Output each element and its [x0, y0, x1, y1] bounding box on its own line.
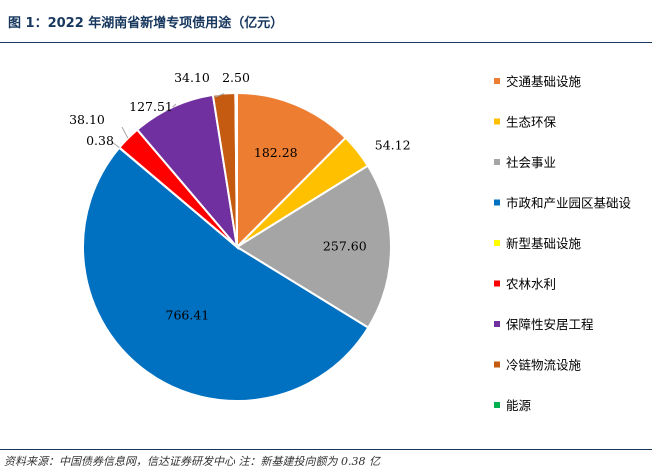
data-label-7: 127.51 [129, 99, 173, 114]
legend-label-5: 新型基础设施 [506, 236, 582, 251]
legend-swatch-5 [494, 240, 500, 246]
legend-swatch-7 [494, 321, 500, 327]
legend-label-3: 社会事业 [506, 155, 556, 170]
legend-label-4: 市政和产业园区基础设 [506, 196, 632, 211]
pie-slice-9 [234, 91, 238, 248]
pie-slice-3 [235, 164, 392, 329]
data-label-3: 257.60 [323, 239, 367, 254]
leader-line-6 [121, 126, 129, 139]
data-label-6: 38.10 [69, 112, 105, 127]
legend-swatch-6 [494, 280, 500, 287]
leader-line-7 [172, 103, 177, 108]
legend-swatch-4 [494, 199, 500, 206]
leader-line-5 [111, 141, 120, 149]
pie-slice-1 [236, 91, 348, 250]
legend-swatch-9 [494, 402, 500, 408]
bottom-divider [0, 449, 652, 450]
legend-swatch-1 [494, 78, 500, 84]
data-label-1: 182.28 [254, 145, 298, 160]
data-label-2: 54.12 [375, 137, 411, 152]
pie-slice-7 [135, 93, 239, 251]
legend-label-8: 冷链物流设施 [506, 358, 582, 373]
data-label-9: 2.50 [222, 70, 250, 85]
legend-label-9: 能源 [506, 398, 532, 413]
legend-swatch-8 [494, 361, 500, 368]
leader-line-8 [214, 93, 225, 98]
data-label-8: 34.10 [174, 70, 210, 85]
legend-swatch-2 [494, 118, 500, 125]
top-divider [0, 42, 652, 43]
legend-label-1: 交通基础设施 [506, 74, 582, 89]
legend-swatch-3 [494, 159, 500, 165]
chart-title: 图 1：2022 年湖南省新增专项债用途（亿元） [8, 16, 284, 31]
legend-label-6: 农林水利 [506, 277, 556, 292]
legend-label-7: 保障性安居工程 [506, 317, 594, 332]
data-label-4: 766.41 [166, 308, 210, 323]
pie-slice-4 [82, 146, 370, 402]
source-note: 资料来源：中国债券信息网，信达证券研发中心 注：新基建投向额为 0.38 亿 [4, 455, 380, 468]
legend-label-2: 生态环保 [506, 115, 557, 130]
data-label-5: 0.38 [86, 133, 114, 148]
